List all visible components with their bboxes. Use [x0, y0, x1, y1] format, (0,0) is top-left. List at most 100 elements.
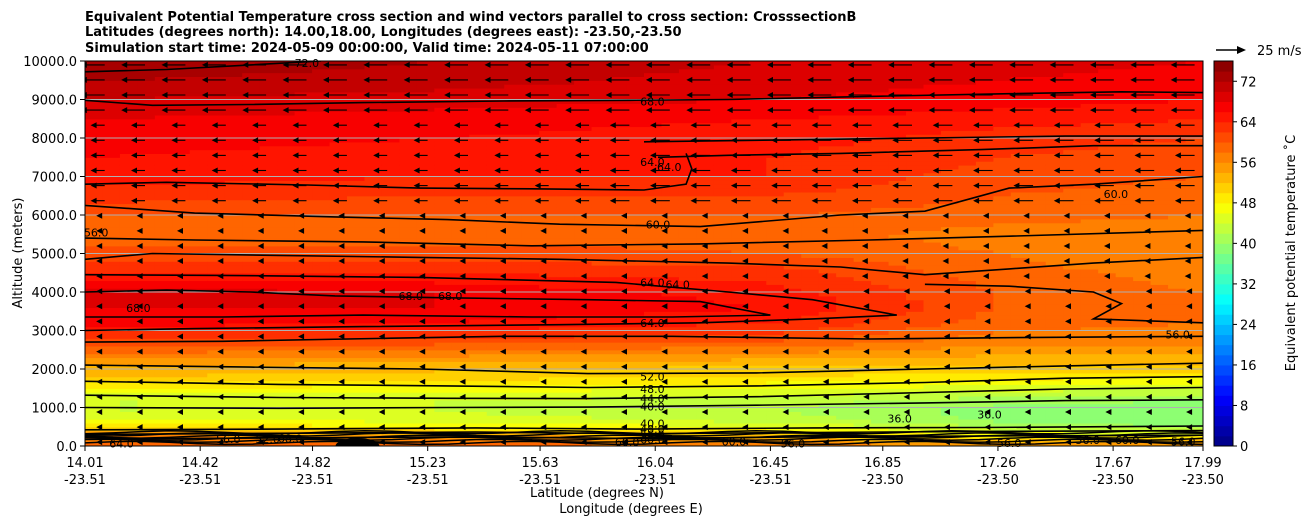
heatmap-cell: [940, 299, 960, 305]
heatmap-cell: [626, 203, 645, 208]
heatmap-cell: [871, 168, 890, 174]
heatmap-cell: [102, 369, 121, 374]
heatmap-cell: [224, 376, 243, 382]
heatmap-cell: [399, 103, 418, 108]
heatmap-cell: [521, 241, 540, 247]
heatmap-cell: [102, 265, 121, 270]
heatmap-cell: [85, 114, 104, 120]
heatmap-cell: [556, 80, 575, 85]
heatmap-cell: [661, 361, 680, 366]
heatmap-cell: [259, 380, 278, 385]
heatmap-cell: [364, 415, 383, 420]
heatmap-cell: [556, 345, 575, 351]
heatmap-cell: [871, 68, 890, 74]
heatmap-cell: [416, 76, 435, 81]
heatmap-cell: [539, 349, 558, 355]
heatmap-cell: [556, 153, 575, 158]
heatmap-cell: [172, 130, 191, 135]
heatmap-cell: [609, 107, 628, 112]
heatmap-cell: [469, 284, 488, 289]
heatmap-cell: [766, 234, 785, 239]
heatmap-cell: [102, 215, 121, 220]
heatmap-cell: [451, 176, 470, 181]
heatmap-cell: [207, 261, 226, 266]
heatmap-cell: [906, 215, 925, 220]
heatmap-cell: [242, 349, 261, 355]
heatmap-cell: [853, 245, 872, 251]
heatmap-cell: [888, 211, 907, 216]
heatmap-cell: [836, 122, 855, 128]
heatmap-cell: [224, 422, 243, 428]
heatmap-cell: [556, 230, 575, 235]
heatmap-cell: [783, 134, 802, 139]
heatmap-cell: [312, 230, 331, 235]
heatmap-cell: [888, 334, 907, 339]
heatmap-cell: [609, 272, 628, 278]
heatmap-cell: [521, 211, 540, 216]
heatmap-cell: [224, 122, 243, 128]
heatmap-cell: [661, 226, 680, 231]
heatmap-cell: [783, 238, 802, 243]
heatmap-cell: [748, 111, 767, 116]
heatmap-cell: [451, 72, 470, 77]
heatmap-cell: [224, 311, 243, 316]
heatmap-cell: [486, 257, 505, 262]
heatmap-cell: [224, 191, 243, 197]
heatmap-cell: [189, 322, 208, 328]
heatmap-cell: [102, 276, 121, 282]
heatmap-cell: [259, 349, 278, 355]
heatmap-cell: [539, 415, 558, 420]
heatmap-cell: [207, 111, 226, 116]
heatmap-cell: [906, 180, 925, 185]
heatmap-cell: [137, 357, 156, 362]
heatmap-cell: [102, 284, 121, 289]
heatmap-cell: [347, 149, 366, 154]
heatmap-cell: [661, 130, 680, 135]
heatmap-cell: [713, 241, 732, 247]
heatmap-cell: [277, 145, 296, 151]
heatmap-cell: [626, 230, 645, 235]
heatmap-cell: [766, 399, 785, 405]
heatmap-cell: [521, 230, 540, 235]
heatmap-cell: [853, 261, 872, 266]
heatmap-cell: [521, 284, 540, 289]
heatmap-cell: [591, 211, 610, 216]
heatmap-cell: [294, 64, 313, 70]
heatmap-cell: [137, 203, 156, 208]
heatmap-cell: [783, 399, 802, 405]
heatmap-cell: [853, 130, 872, 135]
heatmap-cell: [469, 126, 488, 131]
heatmap-cell: [713, 130, 732, 135]
heatmap-cell: [486, 307, 505, 312]
heatmap-cell: [329, 342, 348, 347]
heatmap-cell: [259, 80, 278, 85]
heatmap-cell: [766, 407, 785, 412]
heatmap-cell: [242, 395, 261, 401]
heatmap-cell: [137, 91, 156, 97]
heatmap-cell: [364, 87, 383, 93]
heatmap-cell: [574, 111, 593, 116]
heatmap-cell: [154, 430, 173, 436]
heatmap-cell: [539, 241, 558, 247]
heatmap-cell: [312, 111, 331, 116]
heatmap-cell: [486, 261, 505, 266]
heatmap-cell: [137, 268, 156, 274]
heatmap-cell: [329, 188, 348, 193]
heatmap-cell: [766, 191, 785, 197]
heatmap-cell: [801, 122, 820, 128]
heatmap-cell: [364, 292, 383, 297]
heatmap-cell: [224, 176, 243, 181]
heatmap-cell: [609, 91, 628, 97]
heatmap-cell: [521, 369, 540, 374]
heatmap-cell: [574, 199, 593, 205]
heatmap-cell: [224, 284, 243, 289]
heatmap-cell: [696, 161, 715, 166]
heatmap-cell: [591, 342, 610, 347]
heatmap-cell: [312, 361, 331, 366]
heatmap-cell: [172, 342, 191, 347]
heatmap-cell: [416, 338, 435, 343]
heatmap-cell: [888, 80, 907, 85]
heatmap-cell: [661, 211, 680, 216]
heatmap-cell: [312, 241, 331, 247]
heatmap-cell: [539, 111, 558, 116]
